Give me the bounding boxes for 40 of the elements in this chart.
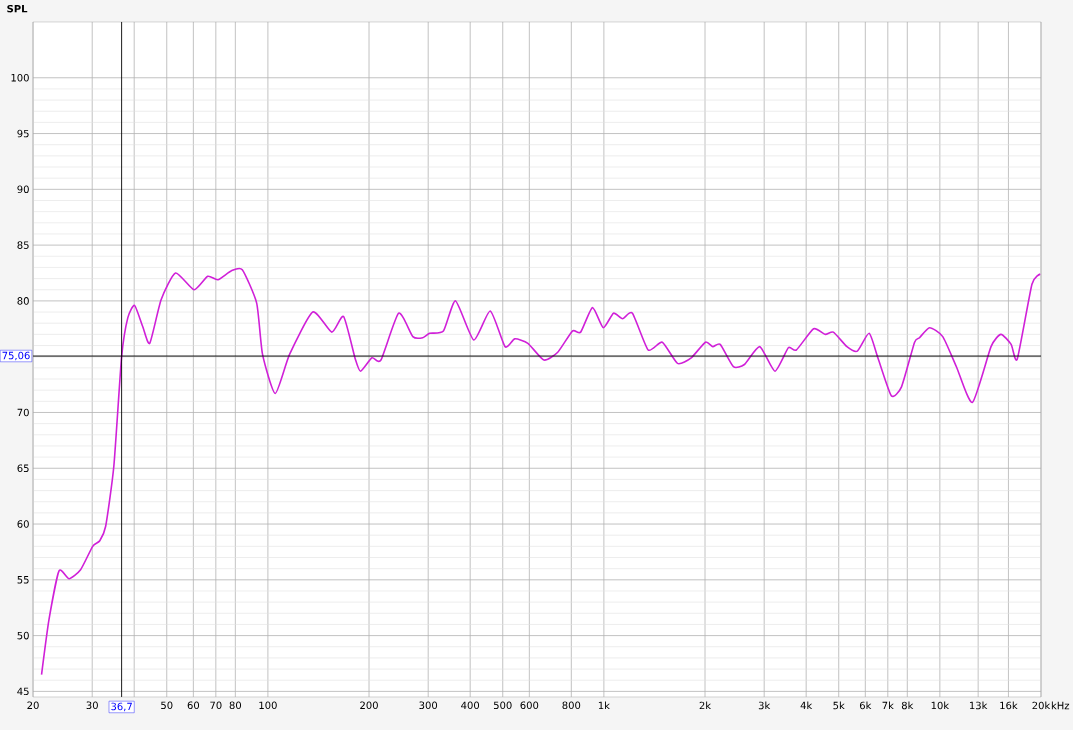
x-tick-label: 1k	[598, 701, 610, 710]
y-tick-label: 80	[17, 297, 29, 305]
x-tick-label: 200	[360, 701, 378, 710]
y-tick-label: 60	[17, 520, 29, 528]
y-tick-label: 90	[17, 185, 29, 194]
x-tick-label: 3k	[758, 701, 771, 710]
y-tick-label: 95	[17, 129, 29, 138]
y-tick-label: 70	[17, 408, 29, 417]
x-tick-label: 60	[187, 701, 200, 710]
x-tick-label: 20k	[1032, 701, 1051, 710]
x-tick-label: 50	[161, 701, 173, 710]
x-tick-label: 10k	[931, 701, 950, 710]
x-tick-label: 500	[493, 701, 512, 710]
x-tick-label: 400	[461, 701, 480, 710]
x-tick-label: 6k	[859, 701, 872, 710]
x-tick-label: 5k	[833, 701, 845, 710]
y-tick-label: 85	[17, 241, 29, 249]
y-tick-label: 45	[17, 687, 29, 696]
x-tick-label: 13k	[969, 701, 988, 710]
x-tick-label: 8k	[901, 701, 914, 710]
x-tick-label: 300	[419, 701, 438, 710]
x-tick-label: 30	[86, 701, 98, 710]
y-tick-label: 100	[11, 73, 29, 82]
ref-line-label: 36,7	[111, 702, 132, 712]
x-tick-label: 20	[27, 701, 39, 710]
x-tick-label: 80	[229, 701, 242, 710]
x-tick-label: 70	[210, 701, 222, 710]
x-tick-label: 16k	[1000, 701, 1018, 710]
y-axis-title: SPL	[7, 4, 28, 13]
x-tick-label: 100	[259, 701, 277, 710]
x-tick-label: 7k	[882, 701, 894, 710]
x-tick-label: 800	[562, 701, 581, 710]
x-axis-title: kHz	[1051, 701, 1070, 710]
x-tick-label: 2k	[699, 701, 712, 710]
x-tick-label: 600	[520, 701, 539, 710]
y-tick-label: 65	[17, 464, 29, 473]
y-tick-label: 55	[17, 576, 29, 584]
x-tick-label: 4k	[800, 701, 813, 710]
y-tick-label: 50	[17, 631, 29, 640]
ref-line-label: 75,06	[2, 351, 30, 361]
